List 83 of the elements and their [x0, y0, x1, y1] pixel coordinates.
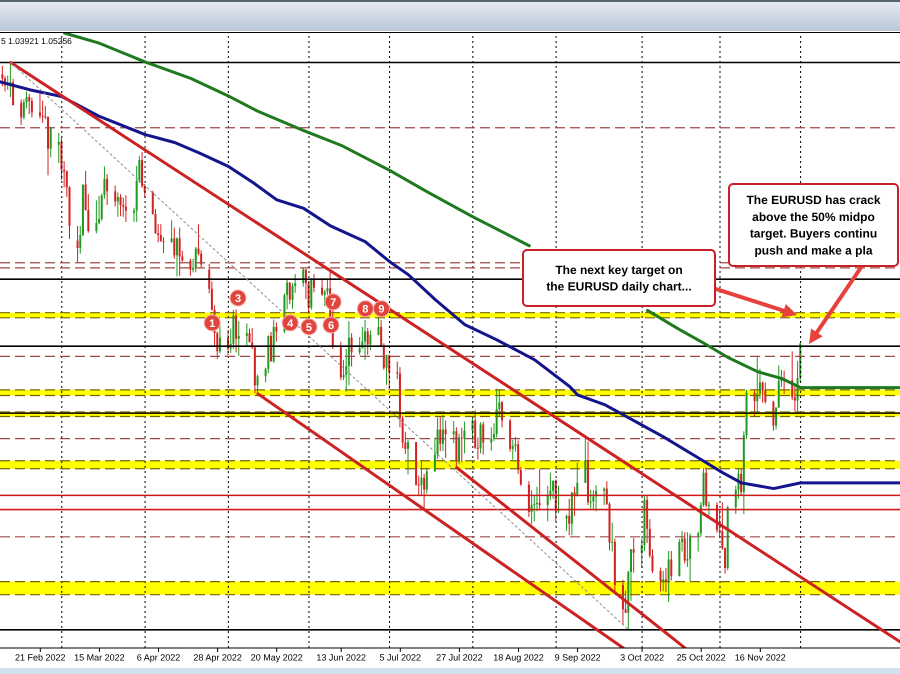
candlestick	[576, 462, 578, 498]
candlestick	[176, 236, 178, 277]
candlestick	[256, 374, 259, 394]
x-tick-label: 5 Jul 2022	[380, 652, 422, 662]
candlestick	[364, 320, 366, 360]
candlestick	[482, 421, 484, 456]
candlestick	[20, 98, 22, 126]
candlestick	[170, 220, 173, 244]
candlestick	[275, 322, 278, 342]
candlestick	[708, 501, 710, 516]
candlestick	[377, 316, 380, 336]
candlestick	[366, 328, 369, 356]
candlestick	[444, 420, 447, 458]
candlestick	[116, 192, 119, 218]
candlestick	[512, 439, 514, 460]
candlestick	[480, 422, 482, 454]
annotation: The next key target on the EURUSD daily chart...	[546, 262, 692, 294]
annotation: 4	[287, 318, 294, 330]
x-tick-label: 25 Oct 2022	[676, 652, 726, 662]
annotation: 3	[234, 292, 242, 305]
annotation: The EURUSD has crack above the 50% midpo target. Buyers continu push and make a pla	[746, 193, 881, 258]
candlestick	[321, 278, 324, 296]
candlestick	[76, 225, 79, 263]
candlestick	[684, 532, 686, 564]
candlestick	[590, 489, 592, 509]
annotation: 8	[362, 304, 368, 316]
candlestick	[58, 132, 60, 164]
candlestick	[218, 322, 221, 354]
candlestick	[124, 194, 127, 222]
candlestick	[442, 414, 444, 452]
candlestick	[439, 416, 442, 452]
candlestick	[584, 438, 586, 484]
candlestick	[689, 532, 692, 582]
candlestick	[114, 185, 116, 208]
candlestick	[350, 332, 353, 368]
candlestick	[426, 467, 428, 494]
x-tick-label: 18 Aug 2022	[493, 652, 544, 662]
candlestick	[178, 227, 181, 276]
x-tick-label: 21 Feb 2022	[15, 652, 66, 662]
candlestick	[407, 439, 410, 475]
candlestick	[120, 194, 122, 217]
candlestick	[668, 550, 670, 603]
candlestick	[369, 330, 372, 351]
candlestick	[463, 421, 466, 454]
candlestick	[38, 90, 41, 120]
candlestick	[611, 522, 614, 552]
candlestick	[28, 93, 30, 115]
x-tick-label: 15 Mar 2022	[74, 652, 125, 662]
x-tick-label: 20 May 2022	[250, 652, 303, 662]
candlestick	[238, 320, 240, 356]
annotation: 6	[328, 320, 334, 332]
candlestick	[603, 486, 606, 506]
candlestick	[670, 550, 672, 581]
candlestick	[235, 308, 238, 353]
x-tick-label: 6 Apr 2022	[136, 652, 180, 662]
candlestick	[173, 227, 176, 260]
annotation: 5	[306, 322, 312, 334]
candlestick	[764, 382, 766, 404]
candlestick	[386, 354, 388, 386]
x-tick-label: 3 Oct 2022	[620, 652, 664, 662]
candlestick	[490, 426, 492, 452]
text: 5 1.03921 1.05256	[1, 36, 72, 46]
candlestick	[194, 246, 197, 273]
candlestick	[189, 258, 192, 276]
candlestick	[762, 380, 764, 404]
candlestick	[50, 126, 52, 158]
candlestick	[30, 97, 33, 118]
x-tick-label: 28 Apr 2022	[193, 652, 242, 662]
x-tick-label: 13 Jun 2022	[316, 652, 366, 662]
x-tick-label: 16 Nov 2022	[734, 652, 786, 662]
x-tick-label: 9 Sep 2022	[554, 652, 601, 662]
candlestick	[106, 174, 108, 206]
candlestick	[95, 200, 98, 234]
annotation: 7	[330, 296, 336, 309]
candlestick	[458, 433, 460, 465]
candlestick	[660, 566, 662, 592]
candlestick	[288, 282, 291, 305]
candlestick	[420, 460, 422, 496]
annotation: 1	[209, 318, 216, 330]
annotation: 9	[378, 304, 385, 316]
candlestick	[358, 336, 361, 356]
candlestick	[246, 322, 248, 348]
x-tick-label: 27 Jul 2022	[436, 652, 483, 662]
